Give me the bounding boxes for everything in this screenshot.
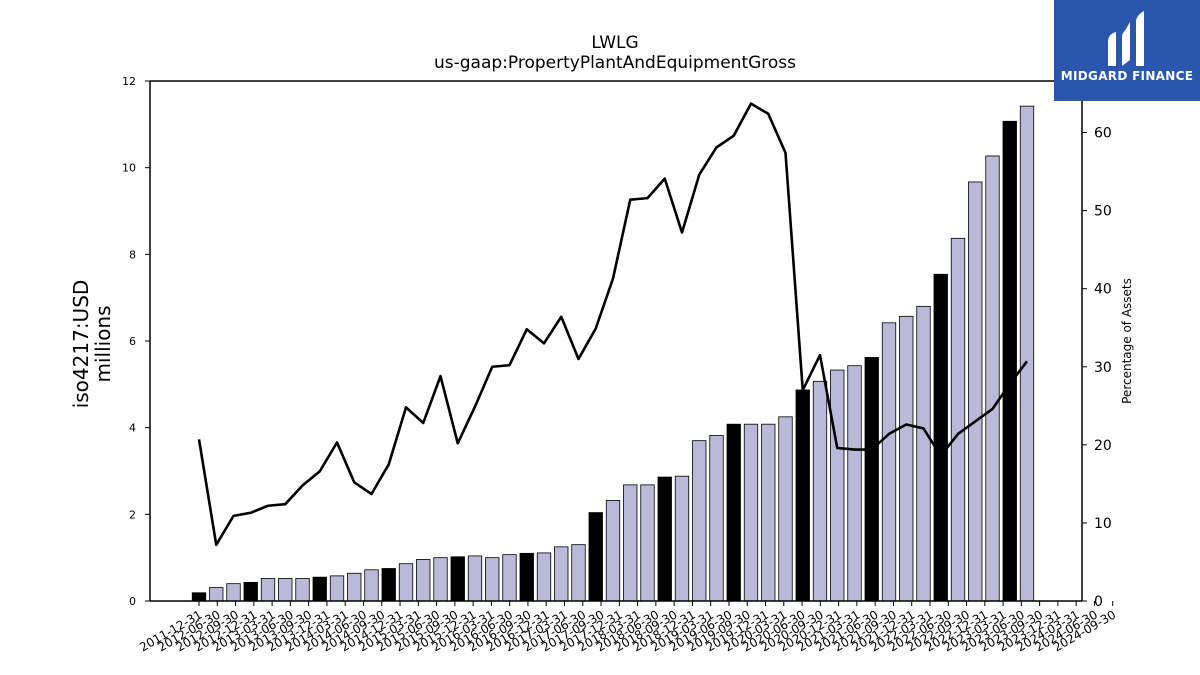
bar	[743, 423, 759, 602]
bar	[347, 572, 362, 602]
bar	[226, 583, 241, 602]
bar	[381, 568, 396, 602]
left-tick-label: 0	[129, 595, 136, 608]
bar	[364, 569, 379, 602]
right-tick-label: 0	[1094, 594, 1103, 610]
bar	[260, 578, 276, 602]
left-axis-label: iso4217:USDmillions	[69, 280, 115, 409]
bar	[985, 155, 1000, 602]
bar	[761, 423, 776, 602]
bar	[398, 563, 414, 602]
bar	[795, 389, 810, 602]
bar	[450, 556, 465, 602]
left-tick-label: 12	[122, 75, 136, 88]
bar	[191, 592, 207, 602]
left-tick-label: 8	[129, 248, 136, 261]
right-axis-label: Percentage of Assets	[1120, 278, 1134, 404]
bar	[243, 581, 258, 602]
right-tick-label: 50	[1094, 204, 1112, 220]
bar	[968, 181, 983, 602]
right-tick-label: 10	[1094, 516, 1112, 532]
bar	[657, 476, 672, 602]
bar	[933, 273, 948, 602]
bar	[278, 578, 293, 602]
midgard-finance-logo: MIDGARD FINANCE	[1054, 0, 1200, 101]
bar	[554, 546, 569, 602]
bar	[830, 369, 845, 602]
bar	[881, 322, 897, 602]
bar	[864, 357, 879, 602]
bar	[312, 576, 327, 602]
bar	[674, 475, 690, 602]
chart-subtitle: us-gaap:PropertyPlantAndEquipmentGross	[433, 53, 797, 73]
bar	[502, 554, 517, 602]
bar	[519, 552, 534, 602]
bar	[433, 557, 448, 602]
left-tick-label: 4	[129, 422, 136, 435]
bar	[692, 440, 707, 602]
bar	[812, 380, 828, 602]
bar	[640, 484, 655, 602]
bar	[916, 305, 931, 602]
left-tick-label: 10	[122, 162, 136, 175]
right-tick-label: 30	[1094, 360, 1112, 376]
right-tick-label: 60	[1094, 126, 1112, 142]
logo-mark-icon	[1108, 11, 1144, 66]
percentage-line	[197, 102, 1029, 547]
bar	[899, 315, 914, 602]
bar	[1002, 120, 1017, 602]
bar	[605, 500, 621, 602]
logo-text: MIDGARD FINANCE	[1060, 69, 1194, 83]
left-tick-label: 6	[129, 335, 136, 348]
bar	[295, 578, 310, 602]
bar	[485, 557, 500, 602]
bar	[726, 423, 741, 602]
bar	[467, 555, 483, 602]
bar	[623, 484, 638, 602]
bar	[571, 544, 586, 602]
bar	[778, 416, 793, 602]
right-tick-label: 20	[1094, 438, 1112, 454]
right-tick-label: 40	[1094, 282, 1112, 298]
bar	[536, 552, 552, 602]
bar	[588, 512, 603, 602]
bar	[709, 435, 724, 602]
bar	[329, 575, 345, 602]
chart-title: LWLG	[591, 33, 639, 53]
bar	[847, 365, 862, 602]
bar	[1019, 105, 1035, 602]
bar	[416, 559, 431, 602]
bar	[950, 237, 966, 602]
bar	[209, 587, 224, 602]
left-tick-label: 2	[129, 508, 136, 521]
